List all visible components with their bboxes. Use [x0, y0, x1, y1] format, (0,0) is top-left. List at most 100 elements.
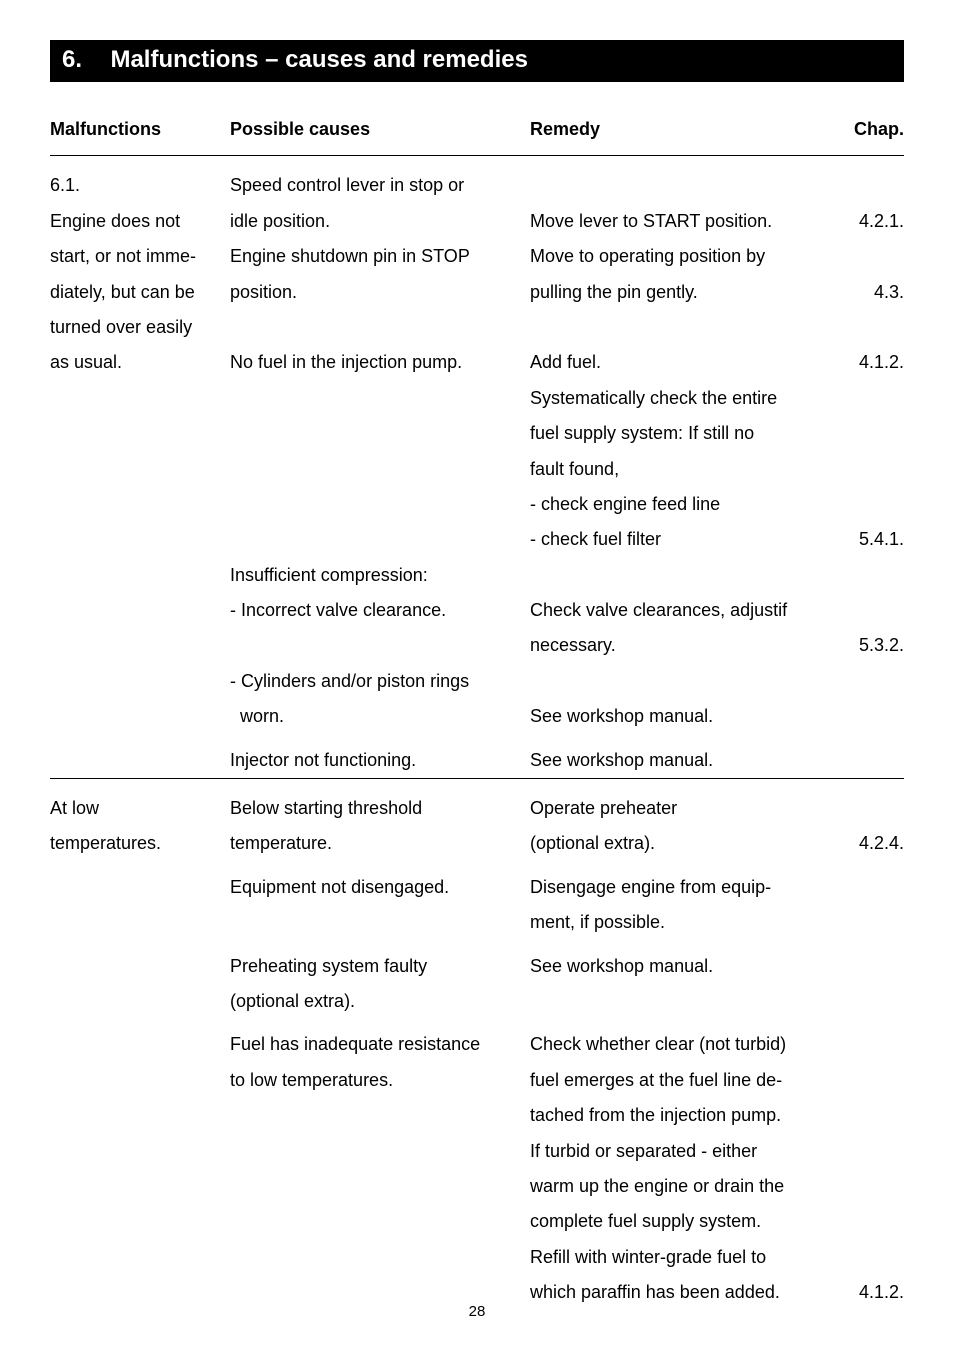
remedy-cell: If turbid or separated - either — [530, 1134, 830, 1169]
table-row: Equipment not disengaged. Disengage engi… — [50, 870, 904, 905]
col-malfunctions: Malfunctions — [50, 110, 230, 156]
remedy-cell: tached from the injection pump. — [530, 1098, 830, 1133]
table-row: worn. See workshop manual. — [50, 699, 904, 734]
remedy-cell: - check fuel filter — [530, 522, 830, 557]
malfunction-cell: as usual. — [50, 345, 230, 380]
table-row: Insufficient compression: — [50, 558, 904, 593]
chap-cell: 5.4.1. — [830, 522, 904, 557]
table-row: Preheating system faulty See workshop ma… — [50, 949, 904, 984]
table-row: necessary. 5.3.2. — [50, 628, 904, 663]
table-row: Engine does not idle position. Move leve… — [50, 204, 904, 239]
malfunction-cell: start, or not imme- — [50, 239, 230, 274]
cause-cell — [230, 310, 530, 345]
remedy-cell: Move lever to START position. — [530, 204, 830, 239]
malfunction-cell: diately, but can be — [50, 275, 230, 310]
table-row: If turbid or separated - either — [50, 1134, 904, 1169]
cause-cell: - Incorrect valve clearance. — [230, 593, 530, 628]
table-row: turned over easily — [50, 310, 904, 345]
chapter-number: 6. — [62, 46, 82, 74]
remedy-cell: Refill with winter-grade fuel to — [530, 1240, 830, 1275]
table-row: - Cylinders and/or piston rings — [50, 664, 904, 699]
cause-cell: Engine shutdown pin in STOP — [230, 239, 530, 274]
cause-cell: Injector not functioning. — [230, 743, 530, 778]
table-row: start, or not imme- Engine shutdown pin … — [50, 239, 904, 274]
cause-cell: idle position. — [230, 204, 530, 239]
remedy-cell: ment, if possible. — [530, 905, 830, 940]
table-row: At low Below starting threshold Operate … — [50, 779, 904, 827]
chap-cell: 4.2.4. — [830, 826, 904, 861]
cause-cell: temperature. — [230, 826, 530, 861]
table-row: fault found, — [50, 452, 904, 487]
table-row: - Incorrect valve clearance. Check valve… — [50, 593, 904, 628]
cause-cell: to low temperatures. — [230, 1063, 530, 1098]
remedy-cell: See workshop manual. — [530, 743, 830, 778]
remedy-cell: Add fuel. — [530, 345, 830, 380]
chap-cell — [830, 310, 904, 345]
remedy-cell: Move to operating position by — [530, 239, 830, 274]
cause-cell: position. — [230, 275, 530, 310]
remedy-cell: warm up the engine or drain the — [530, 1169, 830, 1204]
col-possible-causes: Possible causes — [230, 110, 530, 156]
remedy-cell: (optional extra). — [530, 826, 830, 861]
chap-cell: 5.3.2. — [830, 628, 904, 663]
cause-cell: Below starting threshold — [230, 779, 530, 827]
malfunction-cell: temperatures. — [50, 826, 230, 861]
chap-cell: 4.2.1. — [830, 204, 904, 239]
cause-cell: (optional extra). — [230, 984, 530, 1019]
table-row: warm up the engine or drain the — [50, 1169, 904, 1204]
table-row: Injector not functioning. See workshop m… — [50, 743, 904, 778]
malfunctions-table: Malfunctions Possible causes Remedy Chap… — [50, 110, 904, 1311]
remedy-cell: pulling the pin gently. — [530, 275, 830, 310]
chap-cell — [830, 239, 904, 274]
table-row: complete fuel supply system. — [50, 1204, 904, 1239]
cause-cell: Insufficient compression: — [230, 558, 530, 593]
cause-cell: Preheating system faulty — [230, 949, 530, 984]
malfunction-cell: turned over easily — [50, 310, 230, 345]
remedy-cell: Disengage engine from equip- — [530, 870, 830, 905]
remedy-cell: fuel supply system: If still no — [530, 416, 830, 451]
table-row: fuel supply system: If still no — [50, 416, 904, 451]
malfunction-cell: Engine does not — [50, 204, 230, 239]
remedy-cell: fuel emerges at the fuel line de- — [530, 1063, 830, 1098]
table-row: temperatures. temperature. (optional ext… — [50, 826, 904, 861]
cause-cell: Fuel has inadequate resistance — [230, 1027, 530, 1062]
table-row: to low temperatures. fuel emerges at the… — [50, 1063, 904, 1098]
remedy-cell: - check engine feed line — [530, 487, 830, 522]
table-row: - check fuel filter 5.4.1. — [50, 522, 904, 557]
cause-cell: No fuel in the injection pump. — [230, 345, 530, 380]
chap-cell: 4.3. — [830, 275, 904, 310]
table-row: ment, if possible. — [50, 905, 904, 940]
remedy-cell — [530, 310, 830, 345]
remedy-cell: See workshop manual. — [530, 699, 830, 734]
cause-cell: Speed control lever in stop or — [230, 156, 530, 204]
remedy-cell — [530, 156, 830, 204]
page-number: 28 — [0, 1303, 954, 1320]
table-row: as usual. No fuel in the injection pump.… — [50, 345, 904, 380]
col-remedy: Remedy — [530, 110, 830, 156]
table-header-row: Malfunctions Possible causes Remedy Chap… — [50, 110, 904, 156]
remedy-cell: Check whether clear (not turbid) — [530, 1027, 830, 1062]
table-row: 6.1. Speed control lever in stop or — [50, 156, 904, 204]
remedy-cell: fault found, — [530, 452, 830, 487]
table-row: tached from the injection pump. — [50, 1098, 904, 1133]
remedy-cell: Systematically check the entire — [530, 381, 830, 416]
cause-cell: Equipment not disengaged. — [230, 870, 530, 905]
table-row: Systematically check the entire — [50, 381, 904, 416]
remedy-cell: necessary. — [530, 628, 830, 663]
table-row: Refill with winter-grade fuel to — [50, 1240, 904, 1275]
malfunction-cell: At low — [50, 779, 230, 827]
cause-cell: worn. — [230, 699, 530, 734]
table-row: diately, but can be position. pulling th… — [50, 275, 904, 310]
chapter-title: Malfunctions – causes and remedies — [110, 46, 527, 74]
remedy-cell: complete fuel supply system. — [530, 1204, 830, 1239]
chap-cell — [830, 156, 904, 204]
chap-cell: 4.1.2. — [830, 345, 904, 380]
remedy-cell: Operate preheater — [530, 779, 830, 827]
chapter-heading-bar: 6. Malfunctions – causes and remedies — [50, 40, 904, 82]
table-row: - check engine feed line — [50, 487, 904, 522]
table-row: Fuel has inadequate resistance Check whe… — [50, 1027, 904, 1062]
remedy-cell: Check valve clearances, adjustif — [530, 593, 830, 628]
col-chapter: Chap. — [830, 110, 904, 156]
table-row: (optional extra). — [50, 984, 904, 1019]
malfunction-cell: 6.1. — [50, 156, 230, 204]
